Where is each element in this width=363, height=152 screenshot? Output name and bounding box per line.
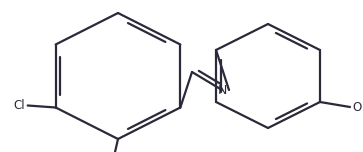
Text: O: O	[352, 100, 361, 114]
Text: N: N	[217, 83, 227, 97]
Text: Cl: Cl	[13, 99, 25, 112]
